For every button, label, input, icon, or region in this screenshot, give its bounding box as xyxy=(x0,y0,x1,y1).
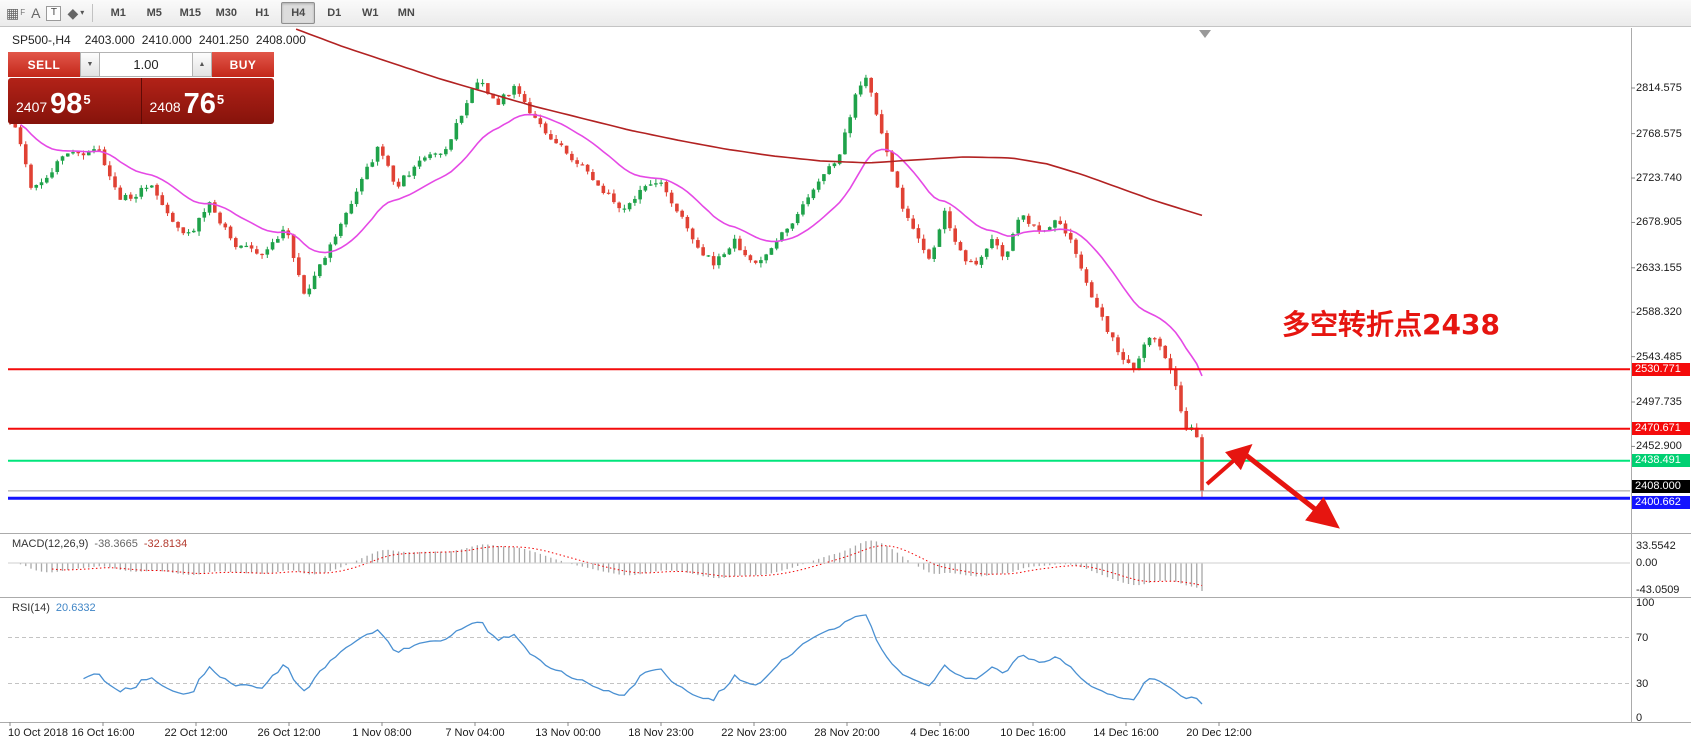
price-axis-label: 2768.575 xyxy=(1636,127,1682,140)
timeframe-button-w1[interactable]: W1 xyxy=(362,7,379,19)
bid-prefix: 2407 xyxy=(16,99,48,115)
low-value: 2401.250 xyxy=(198,33,249,47)
toolbar: ▦ F A T ◆ ▾ M1 M5 M15 M30 H1 H4 D1 W1 MN xyxy=(0,0,1691,27)
trend-arrow-2 xyxy=(1240,450,1340,529)
ma-slow-line xyxy=(295,28,1203,217)
price-axis-label: 2678.905 xyxy=(1636,216,1682,229)
close-value: 2408.000 xyxy=(255,33,306,47)
chart-ohlc-header: SP500-,H4 2403.000 2410.000 2401.250 2408.00… xyxy=(12,33,313,47)
rsi-axis-label: 30 xyxy=(1636,677,1649,690)
time-axis-label: 13 Nov 00:00 xyxy=(535,727,601,739)
buy-button[interactable]: BUY xyxy=(212,52,274,77)
rsi-axis-label: 70 xyxy=(1636,631,1649,644)
toolbar-separator xyxy=(92,4,94,22)
timeframe-button-group: M1 M5 M15 M30 H1 H4 D1 W1 MN xyxy=(101,2,423,24)
time-axis-label: 22 Oct 12:00 xyxy=(164,727,228,739)
chart-annotation-text: 多空转折点2438 xyxy=(1282,308,1500,341)
rsi-label: RSI(14) 20.6332 xyxy=(12,602,96,614)
rsi-line xyxy=(83,614,1203,705)
ask-fraction: 5 xyxy=(216,92,225,107)
price-tag-2438.491: 2438.491 xyxy=(1632,454,1690,468)
price-axis-label: 2723.740 xyxy=(1636,172,1682,185)
timeframe-button-m15[interactable]: M15 xyxy=(179,7,201,19)
time-axis-label: 16 Oct 16:00 xyxy=(71,727,135,739)
chevron-up-icon: ▲ xyxy=(198,61,206,68)
ask-big-digits: 76 xyxy=(183,88,216,120)
bid-price-display[interactable]: 2407 98 5 xyxy=(8,78,142,124)
macd-signal-value: -32.8134 xyxy=(143,538,188,550)
volume-increase-button[interactable]: ▲ xyxy=(192,52,212,77)
shapes-tool-icon[interactable]: ◆ ▾ xyxy=(67,5,85,21)
price-tag-2408.000: 2408.000 xyxy=(1632,480,1690,494)
macd-main-value: -38.3665 xyxy=(94,538,138,550)
time-axis-label: 14 Dec 16:00 xyxy=(1093,727,1159,739)
high-value: 2410.000 xyxy=(141,33,192,47)
price-tag-2530.771: 2530.771 xyxy=(1632,362,1690,376)
time-axis-label: 22 Nov 23:00 xyxy=(721,727,787,739)
trade-quotes-row: 2407 98 5 2408 76 5 xyxy=(8,78,274,124)
time-axis-label: 7 Nov 04:00 xyxy=(445,727,505,739)
time-axis-label: 26 Oct 12:00 xyxy=(257,727,321,739)
rsi-axis-label: 100 xyxy=(1636,597,1655,609)
volume-decrease-button[interactable]: ▼ xyxy=(80,52,100,77)
price-axis-label: 2543.485 xyxy=(1636,350,1682,363)
open-value: 2403.000 xyxy=(84,33,135,47)
time-axis-label: 28 Nov 20:00 xyxy=(814,727,880,739)
timeframe-button-h1[interactable]: H1 xyxy=(255,7,270,19)
time-axis-label: 20 Dec 12:00 xyxy=(1186,727,1252,739)
time-axis-label: 4 Dec 16:00 xyxy=(910,727,970,739)
rsi-name: RSI(14) xyxy=(12,602,50,614)
macd-axis-label: 0.00 xyxy=(1636,557,1658,569)
chevron-down-icon: ▼ xyxy=(86,61,94,68)
cursor-tool-icon[interactable]: A xyxy=(31,5,41,21)
price-tag-2400.662: 2400.662 xyxy=(1632,495,1690,509)
toolbar-icon-group: ▦ F A T ◆ ▾ xyxy=(6,5,85,21)
macd-name: MACD(12,26,9) xyxy=(12,538,89,550)
bid-fraction: 5 xyxy=(83,92,91,107)
macd-axis-label: 33.5542 xyxy=(1636,540,1676,552)
time-axis-label: 1 Nov 08:00 xyxy=(352,727,412,739)
rsi-axis-label: 0 xyxy=(1636,712,1643,724)
timeframe-button-h4[interactable]: H4 xyxy=(281,2,316,24)
time-axis-label: 10 Dec 16:00 xyxy=(1000,727,1066,739)
symbol-period-label: SP500-,H4 xyxy=(12,33,71,47)
data-grid-icon[interactable]: ▦ F xyxy=(6,5,26,21)
trade-controls-row: SELL ▼ ▲ BUY xyxy=(8,52,274,77)
timeframe-button-d1[interactable]: D1 xyxy=(327,7,342,19)
macd-axis-label: -43.0509 xyxy=(1636,584,1680,596)
rsi-value: 20.6332 xyxy=(55,602,96,614)
chart-shift-marker-icon xyxy=(1199,30,1211,38)
candles-layer xyxy=(8,74,1204,500)
chevron-down-icon: ▾ xyxy=(80,8,85,17)
macd-label: MACD(12,26,9) -38.3665 -32.8134 xyxy=(12,538,187,550)
ask-prefix: 2408 xyxy=(149,99,181,115)
bid-big-digits: 98 xyxy=(50,88,83,120)
macd-layer xyxy=(8,540,1630,591)
time-axis-label: 18 Nov 23:00 xyxy=(628,727,694,739)
price-tag-2470.671: 2470.671 xyxy=(1632,422,1690,436)
price-axis-label: 2452.900 xyxy=(1636,440,1682,453)
price-axis-label: 2588.320 xyxy=(1636,306,1682,319)
ma-fast-line xyxy=(20,113,1203,377)
timeframe-button-m1[interactable]: M1 xyxy=(110,7,126,19)
text-label-tool-icon[interactable]: T xyxy=(46,5,62,21)
ask-price-display[interactable]: 2408 76 5 xyxy=(141,78,274,124)
timeframe-button-m30[interactable]: M30 xyxy=(215,7,237,19)
price-axis-label: 2633.155 xyxy=(1636,261,1682,274)
time-axis-label: 10 Oct 2018 xyxy=(8,727,68,739)
price-axis-label: 2497.735 xyxy=(1636,395,1682,408)
timeframe-button-m5[interactable]: M5 xyxy=(146,7,162,19)
timeframe-button-mn[interactable]: MN xyxy=(397,7,415,19)
price-axis-label: 2814.575 xyxy=(1636,82,1682,94)
sell-button[interactable]: SELL xyxy=(8,52,80,77)
volume-input[interactable] xyxy=(100,52,192,77)
